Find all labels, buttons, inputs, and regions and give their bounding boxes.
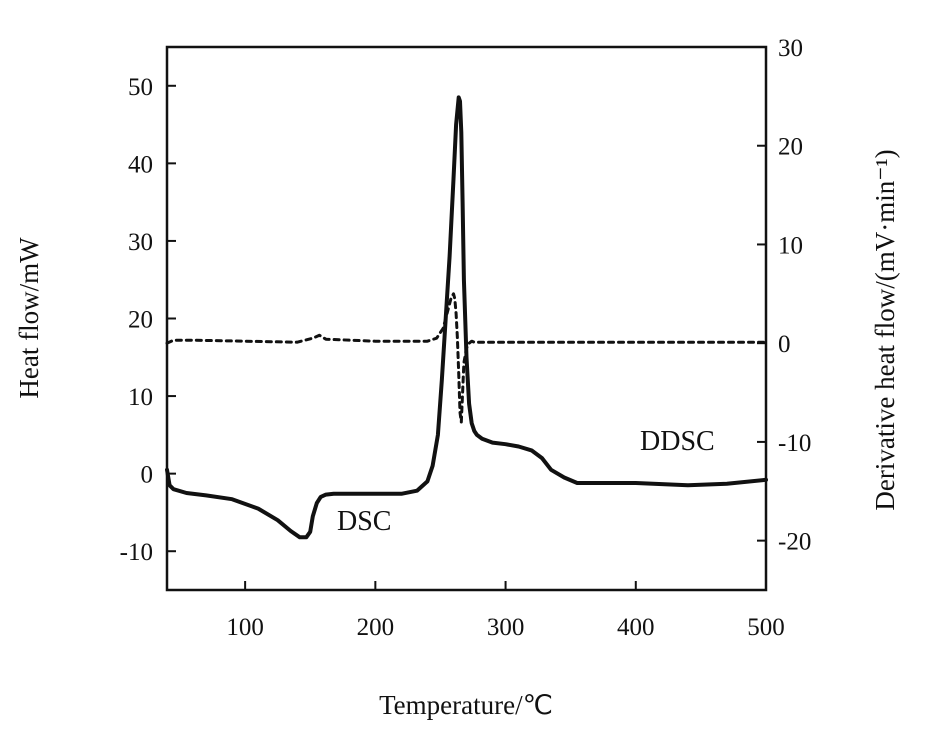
y-axis-title: Heat flow/mW (14, 237, 44, 399)
x-tick-label: 500 (747, 614, 785, 641)
y-tick-label: 30 (128, 229, 153, 256)
y-tick-label: 50 (128, 74, 153, 101)
annotation-dsc: DSC (337, 506, 391, 537)
annotation-ddsc: DDSC (640, 426, 715, 457)
y-tick-label: 0 (141, 462, 154, 489)
labels-group: 100 200 300 400 500 -10 0 10 20 30 40 50 -20 -10 0 10 20… (120, 35, 812, 641)
series-line-ddsc (165, 292, 768, 424)
y2-tick-label: -20 (778, 529, 811, 556)
y-tick-label: 20 (128, 307, 153, 334)
x-tick-label: 100 (226, 614, 264, 641)
y2-tick-label: -10 (778, 430, 811, 457)
y2-tick-label: 30 (778, 35, 803, 62)
y2-tick-label: 10 (778, 232, 803, 259)
y2-axis-title: Derivative heat flow/(mV·min⁻¹) (870, 149, 900, 510)
series-line-dsc (165, 95, 768, 540)
x-tick-label: 200 (357, 614, 395, 641)
x-tick-label: 400 (617, 614, 655, 641)
y2-tick-label: 0 (778, 331, 791, 358)
x-axis-title: Temperature/℃ (379, 690, 553, 720)
y-tick-label: 10 (128, 384, 153, 411)
ticks-group (167, 46, 767, 590)
y-tick-label: 40 (128, 151, 153, 178)
y-tick-label: -10 (120, 539, 153, 566)
series-group (165, 95, 768, 540)
x-tick-label: 300 (487, 614, 525, 641)
y2-tick-label: 20 (778, 134, 803, 161)
